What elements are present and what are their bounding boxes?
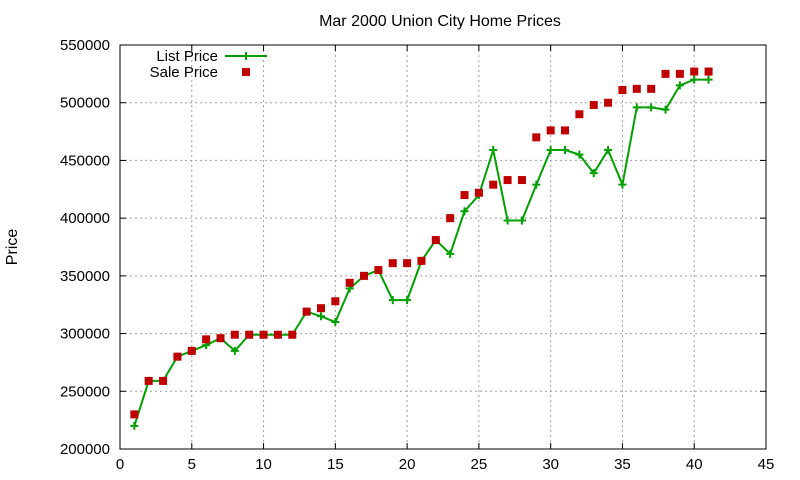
sale-price-point [187, 346, 196, 355]
list-price-point [517, 216, 526, 225]
sale-price-point [360, 271, 369, 280]
sale-price-point [561, 126, 570, 135]
y-tick-label: 300000 [60, 326, 110, 343]
legend-marker-sale-price [242, 68, 250, 76]
list-price-point [690, 75, 699, 84]
sale-price-point [632, 84, 641, 93]
sale-price-point [417, 256, 426, 265]
list-price-point [316, 312, 325, 321]
legend-label-list-price: List Price [156, 48, 218, 65]
y-tick-label: 450000 [60, 152, 110, 169]
list-price-point [546, 146, 555, 155]
x-tick-label: 25 [471, 456, 488, 473]
sale-price-point [446, 214, 455, 223]
list-price-point [130, 421, 139, 430]
x-tick-label: 0 [116, 456, 124, 473]
list-price-point [403, 296, 412, 305]
list-price-point [575, 150, 584, 159]
x-tick-label: 45 [758, 456, 775, 473]
sale-price-point [690, 67, 699, 76]
sale-price-point [661, 69, 670, 78]
sale-price-point [517, 176, 526, 185]
sale-price-point [202, 335, 211, 344]
plot-frame [119, 44, 767, 450]
sale-price-point [316, 304, 325, 313]
sale-price-point [345, 278, 354, 287]
sale-price-point [374, 266, 383, 275]
sale-price-point [675, 69, 684, 78]
legend-marker-list-price [242, 52, 250, 60]
sale-price-point [704, 67, 713, 76]
sale-price-point [403, 259, 412, 268]
list-price-point [561, 146, 570, 155]
list-price-point [632, 103, 641, 112]
list-price-point [661, 105, 670, 114]
x-tick-label: 15 [327, 456, 344, 473]
x-tick-label: 20 [399, 456, 416, 473]
sale-price-point [288, 330, 297, 339]
sale-price-point [173, 352, 182, 361]
sale-price-point [144, 376, 153, 385]
sale-price-point [273, 330, 282, 339]
sale-price-point [546, 126, 555, 135]
sale-price-point [489, 180, 498, 189]
sale-price-point [130, 410, 139, 419]
grid [120, 45, 766, 449]
legend-label-sale-price: Sale Price [150, 64, 218, 81]
list-price-point [446, 249, 455, 258]
y-tick-label: 250000 [60, 383, 110, 400]
y-axis-label: Price [4, 229, 21, 266]
sale-price-point [503, 176, 512, 185]
y-tick-label: 400000 [60, 210, 110, 227]
sale-price-point [388, 259, 397, 268]
legend: List Price Sale Price [150, 48, 267, 81]
x-tick-label: 30 [542, 456, 559, 473]
sale-price-point [159, 376, 168, 385]
list-price-point [460, 207, 469, 216]
y-tick-label: 500000 [60, 95, 110, 112]
sale-price-point [532, 133, 541, 142]
list-price-point [388, 296, 397, 305]
x-tick-label: 35 [614, 456, 631, 473]
sale-price-point [575, 110, 584, 119]
axes: 0 5 10 15 20 25 30 35 40 45 200000 250000 300000 3500… [60, 37, 774, 473]
list-price-point [604, 146, 613, 155]
list-price-point [704, 75, 713, 84]
sale-price-point [474, 188, 483, 197]
list-price-point [503, 216, 512, 225]
sale-price-point [431, 236, 440, 245]
sale-price-point [245, 330, 254, 339]
sale-price-point [647, 84, 656, 93]
list-price-point [331, 318, 340, 327]
sale-price-point [230, 330, 239, 339]
sale-price-point [460, 191, 469, 200]
y-tick-label: 200000 [60, 441, 110, 458]
sale-price-point [216, 334, 225, 343]
sale-price-point [604, 98, 613, 107]
list-price-point [647, 103, 656, 112]
chart-title: Mar 2000 Union City Home Prices [319, 13, 561, 30]
list-price-point [532, 180, 541, 189]
list-price-point [230, 346, 239, 355]
list-price-point [589, 169, 598, 178]
list-price-point [618, 180, 627, 189]
sale-price-point [302, 307, 311, 316]
x-tick-label: 10 [255, 456, 272, 473]
sale-price-point [618, 86, 627, 95]
list-price-point [489, 146, 498, 155]
list-price-point [675, 81, 684, 90]
sale-price-point [331, 297, 340, 306]
y-tick-label: 350000 [60, 268, 110, 285]
list-price-series [130, 75, 713, 430]
y-tick-label: 550000 [60, 37, 110, 54]
sale-price-series [130, 67, 713, 419]
sale-price-point [259, 330, 268, 339]
x-tick-label: 5 [188, 456, 196, 473]
x-tick-label: 40 [686, 456, 703, 473]
sale-price-point [589, 101, 598, 110]
legend-plus-marker [242, 52, 250, 60]
